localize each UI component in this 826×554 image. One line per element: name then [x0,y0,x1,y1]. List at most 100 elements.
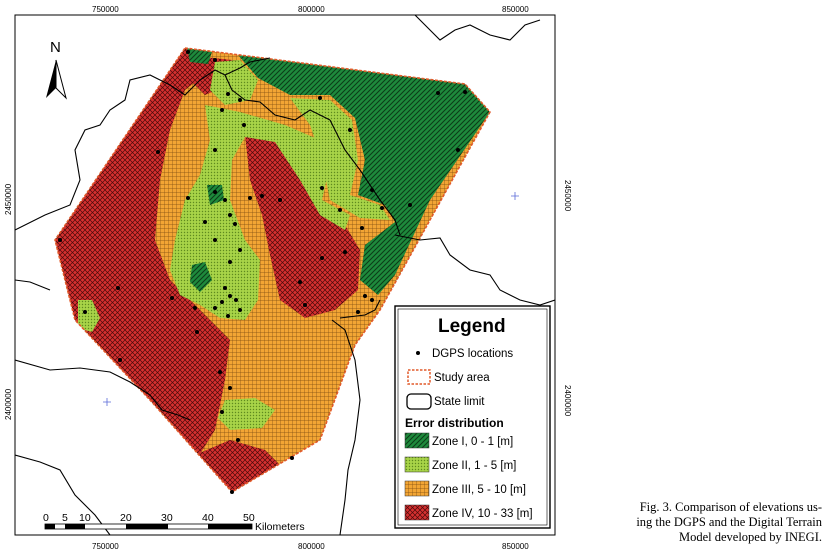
zone-ii-central [170,105,350,320]
dgps-point [408,203,412,207]
dgps-point [278,198,282,202]
dgps-point [228,386,232,390]
dgps-point [360,226,364,230]
scale-tick-20: 20 [120,512,132,524]
legend-zone-iv: Zone IV, 10 - 33 [m] [432,508,533,520]
zone-iii-swatch [404,480,430,497]
y-tick-right-2: 2400000 [563,385,572,417]
dgps-point [356,310,360,314]
dgps-legend-icon [416,351,420,355]
study-area-legend-icon [407,369,431,385]
y-tick-left-2: 2400000 [4,388,13,420]
dgps-point [226,314,230,318]
scale-tick-30: 30 [161,512,173,524]
x-tick-bottom-3: 850000 [502,542,529,551]
dgps-point [218,370,222,374]
state-limit-south [15,454,111,535]
dgps-point [193,306,197,310]
dgps-point [370,298,374,302]
zone-ii-northeast [290,98,390,220]
figure-caption: Fig. 3. Comparison of elevations us- ing… [590,500,822,545]
dgps-point [363,294,367,298]
dgps-point [320,186,324,190]
dgps-point [213,58,217,62]
north-arrow-icon: N [46,39,67,100]
state-limit-westcoast [15,279,51,291]
dgps-point [203,220,207,224]
zone-i-patch-c [187,48,212,64]
dgps-point [195,330,199,334]
scale-bar: 0 5 10 20 30 40 50 Kilometers [43,512,305,533]
dgps-point [223,286,227,290]
legend-dgps: DGPS locations [432,348,513,360]
dgps-point [223,198,227,202]
y-tick-left-1: 2450000 [4,183,13,215]
dgps-point [228,294,232,298]
dgps-point [242,123,246,127]
caption-line: Model developed by INEGI. [678,530,822,544]
scale-tick-50: 50 [243,512,255,524]
dgps-point [260,194,264,198]
dgps-point [348,128,352,132]
legend-zone-ii: Zone II, 1 - 5 [m] [432,460,516,472]
legend-title: Legend [438,316,506,337]
dgps-point [456,148,460,152]
dgps-point [220,410,224,414]
dgps-point [298,280,302,284]
dgps-point [236,438,240,442]
zone-ii-south [218,398,275,430]
dgps-point [170,296,174,300]
legend-zone-i: Zone I, 0 - 1 [m] [432,436,513,448]
dgps-point [338,208,342,212]
x-tick-top-3: 850000 [502,5,529,14]
dgps-point [58,238,62,242]
dgps-point [156,150,160,154]
caption-line: Fig. 3. Comparison of elevations us- [639,500,822,514]
dgps-point [248,196,252,200]
state-limit-legend-icon [406,393,432,410]
zone-iv-central [245,135,360,318]
zone-i-swatch [404,432,430,449]
dgps-point [213,306,217,310]
grid-crosses [103,192,519,406]
x-tick-top-1: 750000 [92,5,119,14]
dgps-point [83,310,87,314]
dgps-point [118,358,122,362]
scale-tick-40: 40 [202,512,214,524]
dgps-point [380,206,384,210]
dgps-point [213,238,217,242]
state-limit-ne [414,15,541,41]
dgps-point [230,490,234,494]
x-tick-top-2: 800000 [298,5,325,14]
zone-iv-swatch [404,504,430,521]
dgps-point [228,260,232,264]
state-limits [15,15,555,535]
dgps-point [186,50,190,54]
dgps-point [234,298,238,302]
dgps-point [463,90,467,94]
dgps-points [58,50,467,494]
zone-i-patch-b [207,185,224,205]
legend: Legend DGPS locations Study area State l… [394,305,551,529]
dgps-point [318,96,322,100]
zone-i-northeast [238,55,490,295]
x-tick-bottom-2: 800000 [298,542,325,551]
dgps-point [116,286,120,290]
scale-tick-10: 10 [79,512,91,524]
dgps-point [436,91,440,95]
study-area-outline [54,47,491,494]
dgps-point [343,250,347,254]
dgps-point [238,248,242,252]
legend-study-area: Study area [434,372,490,384]
zone-ii-swatch [404,456,430,473]
dgps-point [226,92,230,96]
dgps-point [228,213,232,217]
dgps-point [370,188,374,192]
scale-tick-5: 5 [62,512,68,524]
legend-zone-iii: Zone III, 5 - 10 [m] [432,484,526,496]
dgps-point [186,196,190,200]
dgps-point [220,108,224,112]
dgps-point [238,308,242,312]
dgps-point [220,300,224,304]
